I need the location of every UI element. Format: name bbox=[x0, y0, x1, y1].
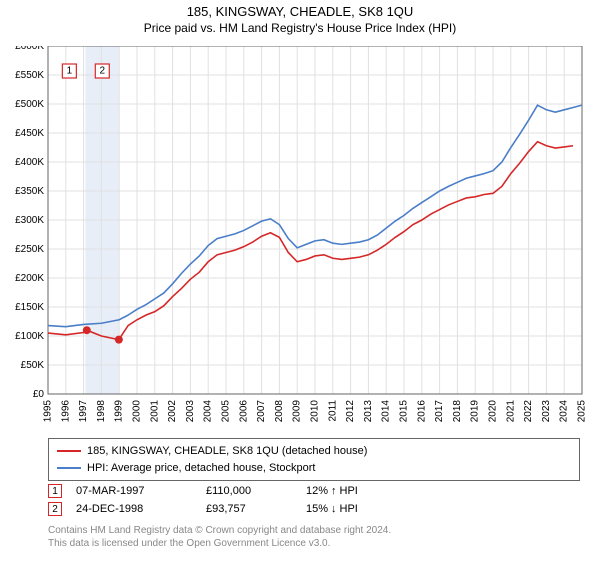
svg-text:2020: 2020 bbox=[488, 400, 499, 423]
svg-text:2013: 2013 bbox=[363, 400, 374, 423]
svg-text:2000: 2000 bbox=[132, 400, 143, 423]
transaction-row: 1 07-MAR-1997 £110,000 12% ↑ HPI bbox=[48, 482, 396, 500]
transactions-table: 1 07-MAR-1997 £110,000 12% ↑ HPI 2 24-DE… bbox=[48, 482, 396, 518]
arrow-down-icon: ↓ bbox=[331, 503, 337, 515]
svg-text:2014: 2014 bbox=[381, 400, 392, 423]
svg-text:£200K: £200K bbox=[15, 273, 44, 284]
svg-text:£100K: £100K bbox=[15, 331, 44, 342]
arrow-up-icon: ↑ bbox=[331, 485, 337, 497]
chart-container: 185, KINGSWAY, CHEADLE, SK8 1QU Price pa… bbox=[0, 4, 600, 564]
svg-text:£400K: £400K bbox=[15, 157, 44, 168]
transaction-marker: 1 bbox=[48, 484, 62, 498]
transaction-marker: 2 bbox=[48, 502, 62, 516]
svg-text:1995: 1995 bbox=[43, 400, 54, 423]
svg-text:2012: 2012 bbox=[345, 400, 356, 423]
transaction-date: 07-MAR-1997 bbox=[76, 485, 206, 497]
chart-area: £0 £50K £100K £150K £200K £250K £300K £350K £400… bbox=[0, 46, 600, 434]
legend: 185, KINGSWAY, CHEADLE, SK8 1QU (detache… bbox=[48, 438, 580, 481]
transaction-date: 24-DEC-1998 bbox=[76, 503, 206, 515]
transaction-delta: 15% ↓ HPI bbox=[306, 503, 396, 515]
svg-text:2: 2 bbox=[100, 66, 106, 77]
svg-text:£150K: £150K bbox=[15, 302, 44, 313]
legend-item: 185, KINGSWAY, CHEADLE, SK8 1QU (detache… bbox=[57, 443, 571, 460]
legend-label: HPI: Average price, detached house, Stoc… bbox=[87, 460, 316, 477]
attribution-line: Contains HM Land Registry data © Crown c… bbox=[48, 524, 580, 537]
svg-text:£500K: £500K bbox=[15, 99, 44, 110]
legend-swatch bbox=[57, 450, 81, 452]
legend-item: HPI: Average price, detached house, Stoc… bbox=[57, 460, 571, 477]
svg-text:£250K: £250K bbox=[15, 244, 44, 255]
svg-text:2001: 2001 bbox=[149, 400, 160, 423]
svg-text:2006: 2006 bbox=[238, 400, 249, 423]
svg-text:£550K: £550K bbox=[15, 70, 44, 81]
attribution-line: This data is licensed under the Open Gov… bbox=[48, 537, 580, 550]
svg-text:2021: 2021 bbox=[505, 400, 516, 423]
svg-text:2024: 2024 bbox=[559, 400, 570, 423]
svg-text:2004: 2004 bbox=[203, 400, 214, 423]
svg-text:2009: 2009 bbox=[292, 400, 303, 423]
svg-text:£600K: £600K bbox=[15, 46, 44, 52]
svg-text:2005: 2005 bbox=[221, 400, 232, 423]
legend-label: 185, KINGSWAY, CHEADLE, SK8 1QU (detache… bbox=[87, 443, 367, 460]
svg-text:2018: 2018 bbox=[452, 400, 463, 423]
svg-text:£350K: £350K bbox=[15, 186, 44, 197]
attribution: Contains HM Land Registry data © Crown c… bbox=[48, 524, 580, 550]
svg-text:1: 1 bbox=[67, 66, 73, 77]
svg-text:1996: 1996 bbox=[60, 400, 71, 423]
svg-text:2022: 2022 bbox=[523, 400, 534, 423]
svg-text:2011: 2011 bbox=[327, 400, 338, 422]
svg-text:£300K: £300K bbox=[15, 215, 44, 226]
svg-text:2003: 2003 bbox=[185, 400, 196, 423]
transaction-price: £110,000 bbox=[206, 485, 306, 497]
svg-text:1998: 1998 bbox=[96, 400, 107, 423]
svg-text:£450K: £450K bbox=[15, 128, 44, 139]
svg-text:2007: 2007 bbox=[256, 400, 267, 423]
legend-swatch bbox=[57, 467, 81, 469]
transaction-delta: 12% ↑ HPI bbox=[306, 485, 396, 497]
svg-text:2017: 2017 bbox=[434, 400, 445, 423]
svg-text:2002: 2002 bbox=[167, 400, 178, 423]
svg-text:£0: £0 bbox=[33, 389, 45, 400]
svg-text:2015: 2015 bbox=[399, 400, 410, 423]
svg-text:1997: 1997 bbox=[78, 400, 89, 423]
svg-text:2019: 2019 bbox=[470, 400, 481, 423]
svg-text:1999: 1999 bbox=[114, 400, 125, 423]
svg-text:2008: 2008 bbox=[274, 400, 285, 423]
chart-svg: £0 £50K £100K £150K £200K £250K £300K £350K £400… bbox=[0, 46, 600, 434]
transaction-row: 2 24-DEC-1998 £93,757 15% ↓ HPI bbox=[48, 500, 396, 518]
svg-text:£50K: £50K bbox=[21, 360, 45, 371]
svg-text:2023: 2023 bbox=[541, 400, 552, 423]
svg-text:2016: 2016 bbox=[416, 400, 427, 423]
transaction-price: £93,757 bbox=[206, 503, 306, 515]
svg-text:2025: 2025 bbox=[577, 400, 588, 423]
chart-subtitle: Price paid vs. HM Land Registry's House … bbox=[0, 21, 600, 35]
chart-title: 185, KINGSWAY, CHEADLE, SK8 1QU bbox=[0, 4, 600, 19]
svg-text:2010: 2010 bbox=[310, 400, 321, 423]
